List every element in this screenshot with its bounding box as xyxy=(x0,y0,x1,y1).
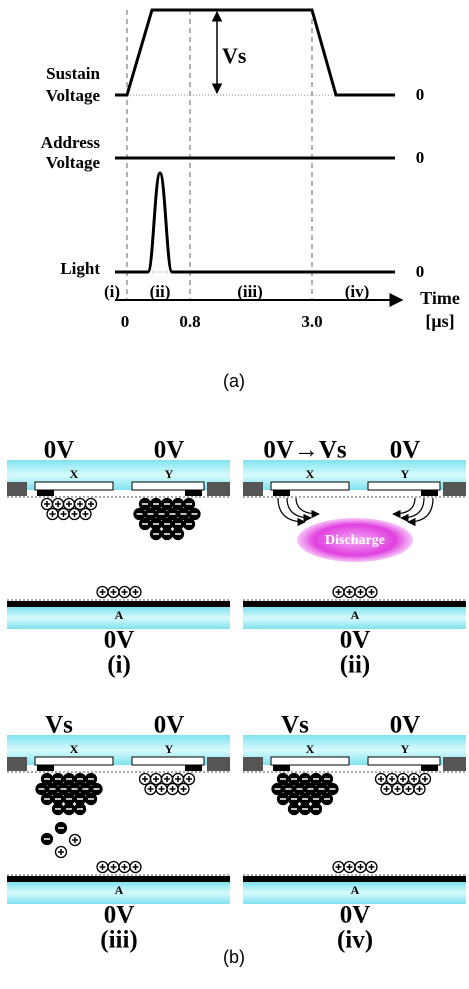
address-electrode xyxy=(7,601,230,607)
sustain-waveform xyxy=(115,10,395,95)
a-voltage: 0V xyxy=(104,627,135,654)
phase-label: (i) xyxy=(104,282,120,301)
y-voltage: 0V xyxy=(390,437,421,464)
bus-electrode xyxy=(421,490,438,496)
electrode-label: Y xyxy=(401,467,410,481)
row-label: Voltage xyxy=(46,153,101,172)
electrode-label: A xyxy=(115,608,124,622)
time-label: [μs] xyxy=(425,311,454,331)
panel-label: (iv) xyxy=(337,927,373,954)
timing-diagram: Sustain Voltage Address Voltage Light 0 … xyxy=(41,10,460,391)
address-electrode xyxy=(7,876,230,882)
barrier xyxy=(207,757,230,771)
electrode xyxy=(368,757,440,765)
y-voltage: 0V xyxy=(154,712,185,739)
electrode-label: Y xyxy=(401,742,410,756)
bus-electrode xyxy=(185,765,202,771)
time-label: Time xyxy=(420,288,460,308)
caption: (b) xyxy=(223,947,245,967)
row-label: Voltage xyxy=(46,86,101,105)
panel-label: (iii) xyxy=(100,927,138,954)
discharge-label: Discharge xyxy=(325,533,385,548)
discharge-arrow xyxy=(296,498,319,514)
address-electrode xyxy=(243,876,466,882)
barrier xyxy=(7,757,27,771)
address-electrode xyxy=(243,601,466,607)
panel-label: (i) xyxy=(107,652,131,679)
electrode xyxy=(132,757,204,765)
x-voltage: Vs xyxy=(281,712,309,739)
barrier xyxy=(443,482,466,496)
bus-electrode xyxy=(273,490,290,496)
caption: (a) xyxy=(223,371,245,391)
panel-label: (ii) xyxy=(340,652,371,679)
electrode-label: A xyxy=(351,608,360,622)
electrode xyxy=(271,482,349,490)
a-voltage: 0V xyxy=(340,627,371,654)
a-voltage: 0V xyxy=(340,902,371,929)
electrode-label: X xyxy=(70,742,79,756)
phase-label: (ii) xyxy=(150,282,171,301)
bus-electrode xyxy=(37,765,54,771)
electrode xyxy=(35,482,113,490)
figure: Sustain Voltage Address Voltage Light 0 … xyxy=(0,0,469,989)
time-tick-label: 3.0 xyxy=(301,312,322,331)
bus-electrode xyxy=(185,490,202,496)
a-voltage: 0V xyxy=(104,902,135,929)
barrier xyxy=(7,482,27,496)
electrode-label: X xyxy=(306,742,315,756)
electrode-label: Y xyxy=(165,742,174,756)
time-tick-label: 0.8 xyxy=(179,312,200,331)
x-voltage: 0V→Vs xyxy=(263,437,347,464)
bus-electrode xyxy=(273,765,290,771)
x-voltage: Vs xyxy=(45,712,73,739)
row-label: Light xyxy=(60,259,100,278)
bus-electrode xyxy=(421,765,438,771)
electrode-label: X xyxy=(306,467,315,481)
electrode xyxy=(35,757,113,765)
electrode xyxy=(132,482,204,490)
x-voltage: 0V xyxy=(44,437,75,464)
y-voltage: 0V xyxy=(154,437,185,464)
electrode xyxy=(271,757,349,765)
barrier xyxy=(207,482,230,496)
phase-label: (iii) xyxy=(237,282,263,301)
zero-label: 0 xyxy=(416,85,425,104)
electrode-label: X xyxy=(70,467,79,481)
zero-label: 0 xyxy=(416,148,425,167)
electrode xyxy=(368,482,440,490)
barrier xyxy=(243,482,263,496)
zero-label: 0 xyxy=(416,262,425,281)
barrier xyxy=(243,757,263,771)
electrode-label: A xyxy=(115,883,124,897)
y-voltage: 0V xyxy=(390,712,421,739)
bus-electrode xyxy=(37,490,54,496)
vs-label: Vs xyxy=(222,43,247,68)
electrode-label: Y xyxy=(165,467,174,481)
light-waveform xyxy=(115,173,395,272)
row-label: Address xyxy=(41,133,101,152)
discharge-arrow xyxy=(393,498,415,514)
row-label: Sustain xyxy=(46,64,100,83)
barrier xyxy=(443,757,466,771)
phase-label: (iv) xyxy=(345,282,370,301)
electrode-label: A xyxy=(351,883,360,897)
time-tick-label: 0 xyxy=(121,312,130,331)
